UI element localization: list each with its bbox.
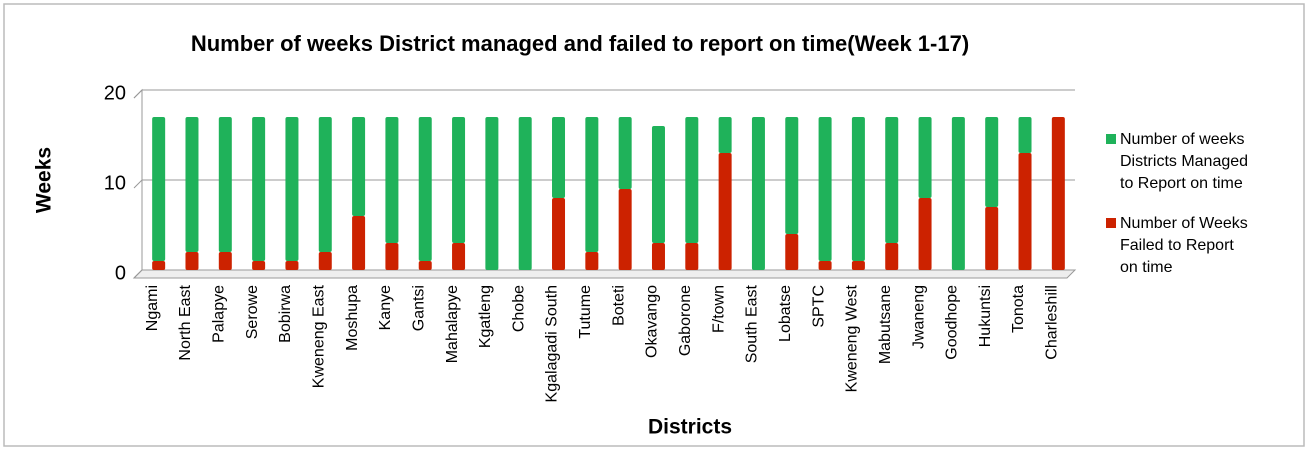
- bar-segment: [785, 234, 799, 270]
- x-tick-label: Moshupa: [344, 285, 361, 351]
- x-tick-label: Kweneng West: [844, 284, 861, 392]
- bar-segment: [718, 153, 732, 270]
- x-tick-label: Gantsi: [410, 285, 427, 331]
- bar-segment: [218, 117, 232, 252]
- floor: [132, 269, 1077, 279]
- x-tick-label: Tutume: [577, 285, 594, 339]
- bar-segment: [352, 216, 366, 270]
- grid-line: [133, 269, 1075, 279]
- x-tick-label: Lobatse: [777, 285, 794, 342]
- bar-segment: [185, 117, 199, 252]
- grid-line: [133, 89, 1075, 99]
- bar-segment: [552, 117, 566, 198]
- x-tick-label: Mabutsane: [877, 285, 894, 364]
- bar-segment: [585, 252, 599, 270]
- x-tick-label: Kweneng East: [310, 284, 327, 388]
- x-tick-label: Hukuntsi: [977, 285, 994, 347]
- x-tick-label: Boteti: [610, 285, 627, 326]
- x-tick-label: Charleshill: [1044, 285, 1061, 360]
- x-tick-label: Kgalagadi South: [544, 285, 561, 402]
- bar-segment: [918, 117, 932, 198]
- x-tick-label: Kanye: [377, 285, 394, 330]
- legend-label: Number of Weeks Failed to Report on time: [1120, 215, 1248, 276]
- x-tick-label: Okavango: [644, 285, 661, 358]
- chart-title: Number of weeks District managed and fai…: [191, 31, 969, 56]
- bar-segment: [418, 261, 432, 270]
- bar-segment: [152, 117, 166, 261]
- bar-segment: [585, 117, 599, 252]
- x-tick-label: Goodhope: [944, 285, 961, 360]
- bar-segment: [885, 243, 899, 270]
- x-tick-label: Bobirwa: [277, 285, 294, 343]
- x-tick-label: Gaborone: [677, 285, 694, 356]
- bar-segment: [552, 198, 566, 270]
- bar-segment: [318, 252, 332, 270]
- x-tick-label: Chobe: [510, 285, 527, 332]
- x-tick-label: Palapye: [211, 285, 228, 343]
- bar-segment: [985, 117, 999, 207]
- y-tick-label: 20: [104, 82, 126, 104]
- x-tick-label: Kgatleng: [477, 285, 494, 348]
- y-axis-title: Weeks: [33, 147, 56, 213]
- bar-segment: [385, 243, 399, 270]
- bar-segment: [452, 243, 466, 270]
- y-tick-label: 0: [115, 262, 126, 284]
- x-tick-label: North East: [177, 284, 194, 360]
- bar-segment: [651, 243, 665, 270]
- bar-segment: [318, 117, 332, 252]
- legend-label: Number of weeks Districts Managed to Repor…: [1120, 131, 1248, 192]
- x-tick-label: South East: [744, 284, 761, 363]
- bar-segment: [618, 189, 632, 270]
- bar-segment: [851, 261, 865, 270]
- bar-segment: [252, 261, 266, 270]
- x-tick-label: SPTC: [810, 285, 827, 328]
- bar-segment: [618, 117, 632, 189]
- bar-segment: [1018, 153, 1032, 270]
- bar-segment: [818, 261, 832, 270]
- bar-segment: [685, 243, 699, 270]
- bar-segment: [385, 117, 399, 243]
- x-axis-title: Districts: [648, 416, 732, 439]
- bar-segment: [751, 117, 765, 270]
- bar-segment: [918, 198, 932, 270]
- bar-segment: [485, 117, 499, 270]
- x-tick-label: Serowe: [244, 285, 261, 339]
- bar-segment: [418, 117, 432, 261]
- x-tick-label: Mahalapye: [444, 285, 461, 363]
- bar-segment: [885, 117, 899, 243]
- x-tick-label: F/town: [710, 285, 727, 333]
- bar-segment: [818, 117, 832, 261]
- legend-swatch: [1106, 218, 1116, 228]
- x-tick-label: Jwaneng: [910, 285, 927, 349]
- legend-swatch: [1106, 134, 1116, 144]
- x-tick-label: Ngami: [144, 285, 161, 331]
- bar-segment: [718, 117, 732, 153]
- bar-segment: [518, 117, 532, 270]
- bar-segment: [252, 117, 266, 261]
- bar-segment: [851, 117, 865, 261]
- x-tick-label: Tonota: [1010, 285, 1027, 333]
- y-tick-label: 10: [104, 172, 126, 194]
- bar-segment: [218, 252, 232, 270]
- bar-segment: [1051, 117, 1065, 270]
- bar-segment: [352, 117, 366, 216]
- bar-segment: [185, 252, 199, 270]
- bar-segment: [985, 207, 999, 270]
- bar-segment: [1018, 117, 1032, 153]
- bar-segment: [651, 126, 665, 243]
- bar-segment: [285, 261, 299, 270]
- bar-segment: [452, 117, 466, 243]
- bar-segment: [685, 117, 699, 243]
- bar-segment: [951, 117, 965, 270]
- bar-segment: [285, 117, 299, 261]
- bar-segment: [785, 117, 799, 234]
- bar-segment: [152, 261, 166, 270]
